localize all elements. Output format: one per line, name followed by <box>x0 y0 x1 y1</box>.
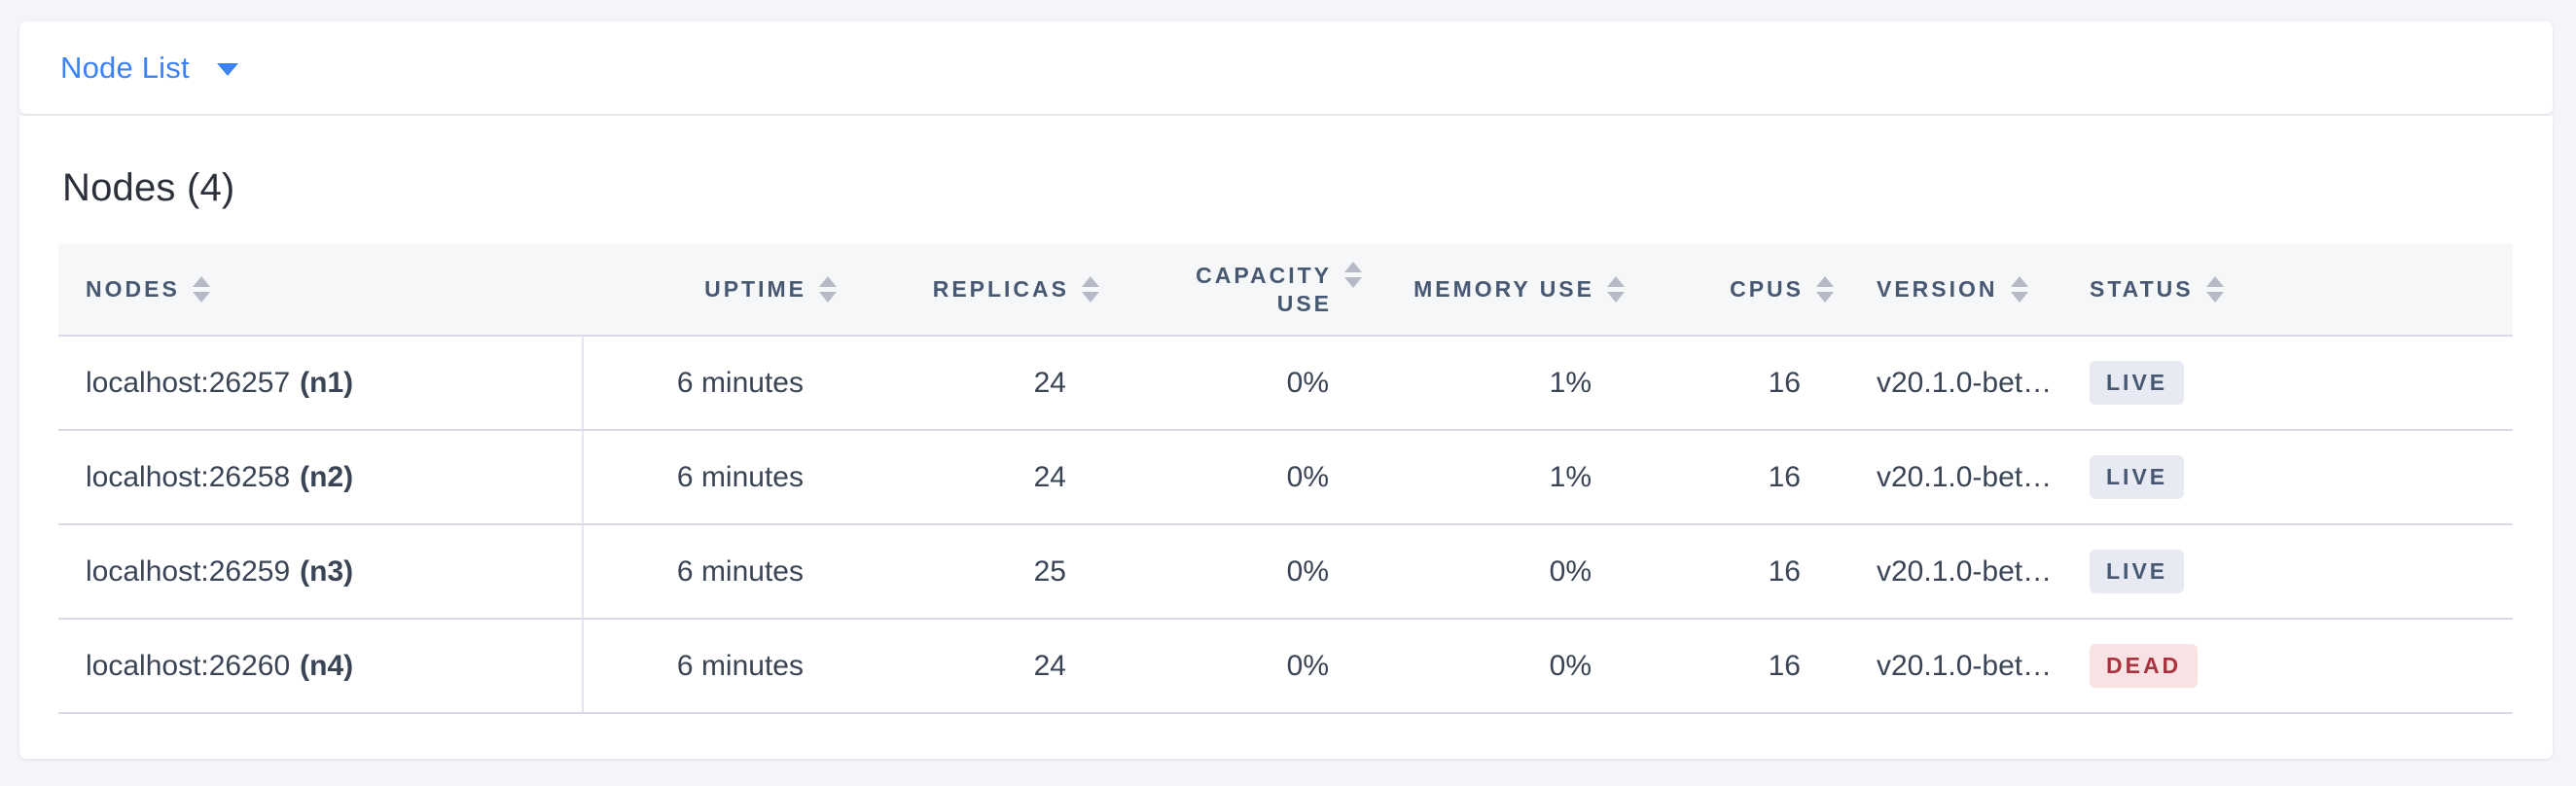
memory-use-cell: 1% <box>1549 366 1592 399</box>
column-header-status[interactable]: STATUS <box>2077 244 2513 335</box>
node-address: localhost:26260 <box>86 649 291 682</box>
page-dropdown-label: Node List <box>60 50 190 85</box>
status-badge: LIVE <box>2090 361 2185 405</box>
version-cell: v20.1.0-bet… <box>1877 554 2053 588</box>
capacity-use-cell: 0% <box>1286 366 1329 399</box>
sort-icon <box>1082 276 1099 303</box>
sort-icon <box>192 276 210 303</box>
cpus-cell: 16 <box>1768 649 1801 682</box>
replicas-cell: 25 <box>1033 554 1066 588</box>
uptime-cell: 6 minutes <box>676 554 804 588</box>
cpus-cell: 16 <box>1768 554 1801 588</box>
table-header-row: NODES UPTIME REPLICAS CAPACITY USE MEMOR… <box>58 244 2513 337</box>
table-row: localhost:26258 (n2) 6 minutes 24 0% 1% … <box>58 431 2513 525</box>
sort-icon <box>1607 276 1625 303</box>
status-cell: LIVE <box>2077 431 2513 523</box>
sort-icon <box>819 276 837 303</box>
node-id: (n4) <box>300 649 354 682</box>
node-address: localhost:26259 <box>86 554 291 588</box>
nodes-count-title: Nodes (4) <box>62 166 235 209</box>
table-row: localhost:26257 (n1) 6 minutes 24 0% 1% … <box>58 337 2513 431</box>
memory-use-cell: 0% <box>1549 649 1592 682</box>
node-address-cell: localhost:26257 (n1) <box>58 337 584 429</box>
node-address-cell: localhost:26260 (n4) <box>58 620 584 712</box>
cpus-cell: 16 <box>1768 460 1801 493</box>
capacity-use-cell: 0% <box>1286 460 1329 493</box>
page-dropdown[interactable]: Node List <box>19 21 238 114</box>
memory-use-cell: 0% <box>1549 554 1592 588</box>
column-header-uptime[interactable]: UPTIME <box>584 244 866 335</box>
column-header-cpus[interactable]: CPUS <box>1654 244 1863 335</box>
node-id: (n1) <box>300 366 354 399</box>
status-badge: DEAD <box>2090 644 2199 688</box>
uptime-cell: 6 minutes <box>676 649 804 682</box>
node-address-cell: localhost:26259 (n3) <box>58 525 584 618</box>
replicas-cell: 24 <box>1033 460 1066 493</box>
node-address-cell: localhost:26258 (n2) <box>58 431 584 523</box>
sort-icon <box>2205 276 2224 303</box>
sort-icon <box>1816 276 1834 303</box>
capacity-use-cell: 0% <box>1286 554 1329 588</box>
version-cell: v20.1.0-bet… <box>1877 366 2053 399</box>
status-cell: DEAD <box>2077 620 2513 712</box>
capacity-use-cell: 0% <box>1286 649 1329 682</box>
sort-icon <box>1344 262 1362 288</box>
table-body: localhost:26257 (n1) 6 minutes 24 0% 1% … <box>58 337 2513 714</box>
caret-down-icon <box>216 63 238 76</box>
cpus-cell: 16 <box>1768 366 1801 399</box>
node-address: localhost:26258 <box>86 460 291 493</box>
version-cell: v20.1.0-bet… <box>1877 460 2053 493</box>
status-badge: LIVE <box>2090 550 2185 593</box>
column-header-version[interactable]: VERSION <box>1863 244 2077 335</box>
node-id: (n2) <box>300 460 354 493</box>
node-id: (n3) <box>300 554 354 588</box>
version-cell: v20.1.0-bet… <box>1877 649 2053 682</box>
column-header-nodes[interactable]: NODES <box>58 244 584 335</box>
column-header-replicas[interactable]: REPLICAS <box>866 244 1128 335</box>
status-cell: LIVE <box>2077 525 2513 618</box>
replicas-cell: 24 <box>1033 366 1066 399</box>
node-list-table: NODES UPTIME REPLICAS CAPACITY USE MEMOR… <box>58 244 2513 714</box>
replicas-cell: 24 <box>1033 649 1066 682</box>
uptime-cell: 6 minutes <box>676 460 804 493</box>
nodes-card: Nodes (4) NODES UPTIME REPLICAS CAPACITY… <box>19 116 2553 759</box>
column-header-capacity-use[interactable]: CAPACITY USE <box>1128 244 1391 335</box>
memory-use-cell: 1% <box>1549 460 1592 493</box>
column-header-memory-use[interactable]: MEMORY USE <box>1391 244 1654 335</box>
status-badge: LIVE <box>2090 455 2185 499</box>
table-row: localhost:26259 (n3) 6 minutes 25 0% 0% … <box>58 525 2513 620</box>
uptime-cell: 6 minutes <box>676 366 804 399</box>
table-row: localhost:26260 (n4) 6 minutes 24 0% 0% … <box>58 620 2513 714</box>
node-address: localhost:26257 <box>86 366 291 399</box>
page-selector-bar: Node List <box>19 21 2553 114</box>
sort-icon <box>2010 276 2028 303</box>
status-cell: LIVE <box>2077 337 2513 429</box>
